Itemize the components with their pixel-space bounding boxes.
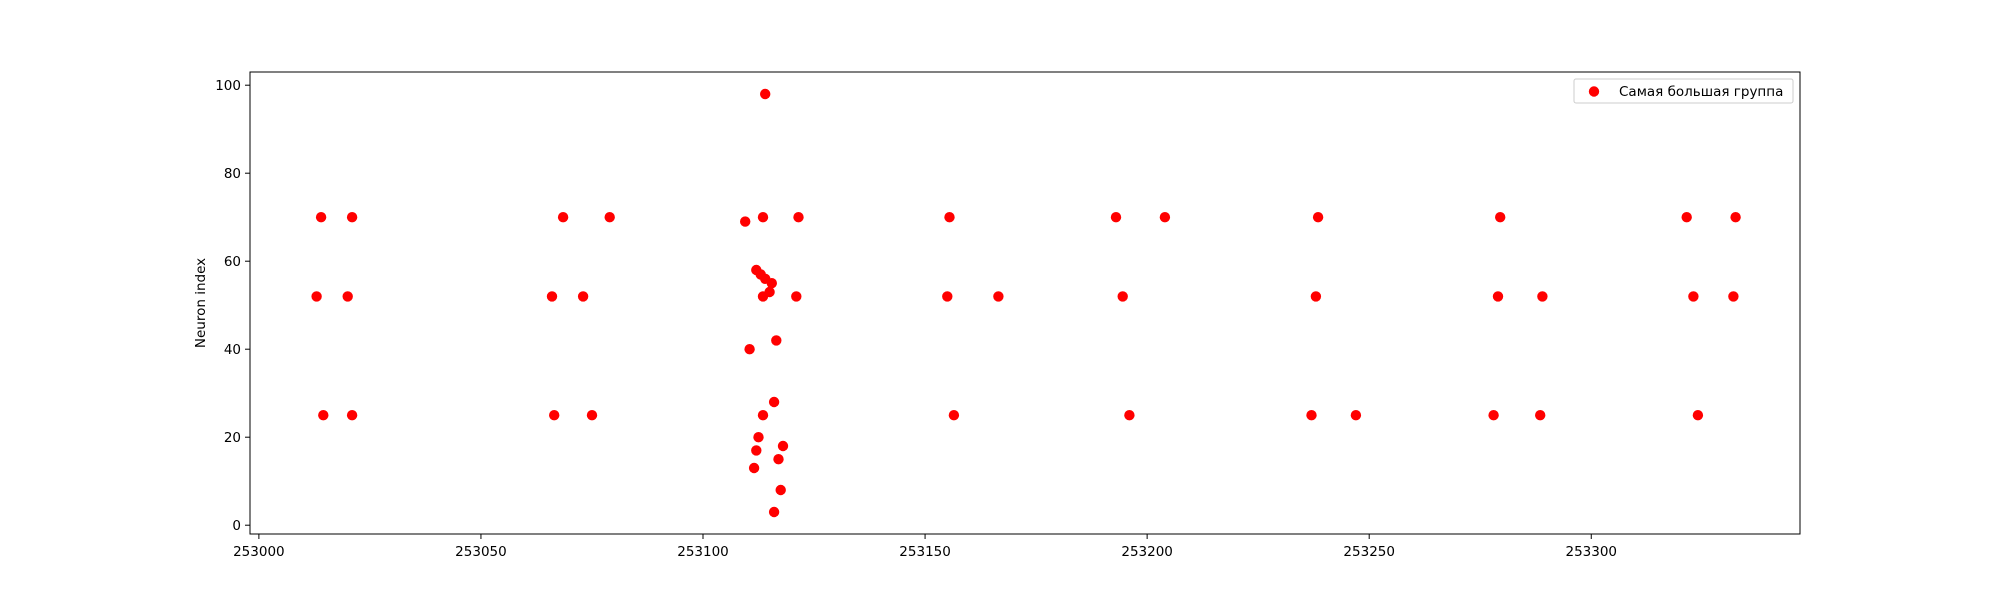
data-point	[1730, 212, 1741, 223]
legend-marker	[1588, 86, 1600, 97]
data-point	[764, 286, 775, 298]
data-point	[1488, 410, 1499, 421]
plot-frame	[249, 71, 1801, 535]
y-tick-label: 60	[224, 254, 241, 270]
data-point	[766, 278, 777, 289]
data-point	[346, 410, 358, 421]
data-point	[604, 212, 615, 223]
y-axis-ticks: 0 20 40 60 80 100	[215, 78, 250, 534]
x-tick-label: 253300	[1565, 544, 1617, 560]
data-point	[751, 445, 762, 456]
legend: Самая большая группа	[1573, 78, 1794, 104]
legend-label: Самая большая группа	[1619, 84, 1783, 100]
y-axis-label: Neuron index	[193, 258, 209, 348]
data-point	[777, 440, 789, 452]
data-point	[753, 432, 764, 443]
data-point	[549, 410, 560, 421]
y-tick-label: 20	[224, 430, 241, 446]
data-point	[942, 291, 953, 302]
data-point	[760, 88, 771, 100]
data-point	[944, 212, 955, 223]
data-point	[768, 506, 780, 518]
data-point	[1350, 410, 1362, 421]
data-point	[768, 396, 780, 408]
data-point	[948, 410, 960, 421]
x-axis-ticks: 253000 253050 253100 253150 253200 253250 2533…	[233, 534, 1617, 560]
data-point	[577, 291, 589, 302]
data-point	[586, 410, 598, 421]
data-point	[744, 344, 755, 355]
data-point	[1110, 212, 1122, 223]
data-point	[773, 454, 784, 465]
data-point	[1535, 410, 1546, 421]
data-point	[342, 291, 353, 302]
data-point	[775, 484, 786, 496]
x-tick-label: 253250	[1343, 544, 1395, 560]
data-point	[748, 462, 760, 474]
y-tick-label: 80	[224, 166, 241, 182]
data-point	[1306, 410, 1317, 421]
data-points	[311, 88, 1741, 518]
data-point	[791, 291, 802, 302]
data-point	[993, 291, 1004, 302]
data-point	[1688, 291, 1699, 302]
data-point	[771, 335, 782, 346]
legend-box	[1573, 78, 1794, 104]
x-tick-label: 253100	[677, 544, 729, 560]
data-point	[315, 212, 327, 223]
data-point	[1492, 291, 1504, 302]
data-point	[1495, 212, 1506, 223]
x-tick-label: 253050	[455, 544, 507, 560]
data-point	[1310, 291, 1322, 302]
x-tick-label: 253200	[1121, 544, 1173, 560]
data-point	[793, 212, 804, 223]
data-point	[740, 216, 751, 227]
data-point	[318, 410, 329, 421]
data-point	[757, 212, 769, 223]
x-tick-label: 253150	[899, 544, 951, 560]
data-point	[1117, 291, 1128, 302]
y-tick-label: 0	[232, 518, 241, 534]
data-point	[1312, 212, 1324, 223]
data-point	[1124, 410, 1135, 421]
y-tick-label: 100	[215, 78, 241, 94]
data-point	[757, 410, 769, 421]
data-point	[1537, 291, 1548, 302]
x-tick-label: 253000	[233, 544, 285, 560]
data-point	[1681, 212, 1692, 223]
data-point	[1159, 212, 1171, 223]
y-tick-label: 40	[224, 342, 241, 358]
data-point	[1692, 410, 1704, 421]
data-point	[346, 212, 358, 223]
data-point	[557, 212, 569, 223]
data-point	[1728, 291, 1739, 302]
data-point	[311, 291, 322, 302]
data-point	[546, 291, 558, 302]
